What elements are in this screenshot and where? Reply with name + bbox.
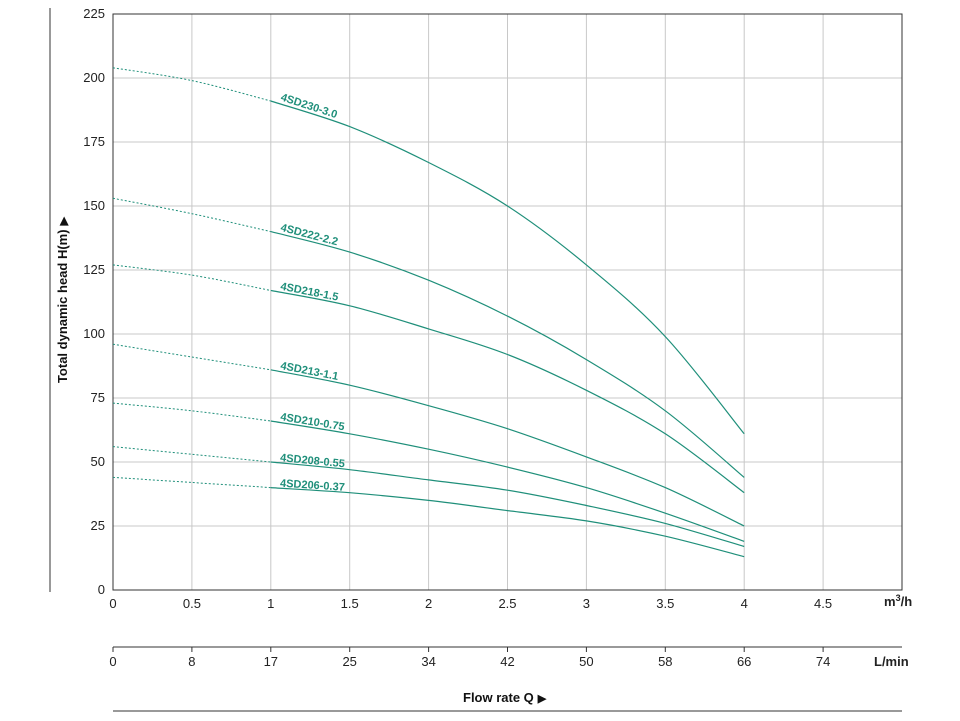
x-axis-unit: m3/h — [884, 593, 912, 609]
series-line — [270, 420, 745, 542]
x-tick-label: 4.5 — [814, 596, 832, 611]
x-tick-label: 3.5 — [656, 596, 674, 611]
x-tick-label: 1 — [267, 596, 274, 611]
x-axis-title: Flow rate Q ▶ — [463, 690, 547, 705]
x2-tick-label: 50 — [579, 654, 593, 669]
x-tick-label: 1.5 — [341, 596, 359, 611]
x2-tick-label: 0 — [109, 654, 116, 669]
series-label: 4SD208-0.55 — [280, 452, 346, 470]
x-axis-title-text: Flow rate Q — [463, 690, 534, 705]
series-label: 4SD218-1.5 — [279, 281, 339, 304]
y-axis-title-text: Total dynamic head H(m) — [55, 229, 70, 383]
x2-tick-label: 34 — [421, 654, 435, 669]
series-line — [270, 231, 745, 478]
x-tick-label: 0.5 — [183, 596, 201, 611]
series-line-dashed — [112, 446, 271, 463]
series-label: 4SD213-1.1 — [279, 360, 339, 383]
series-line — [270, 369, 745, 527]
y-tick-label: 225 — [83, 6, 105, 21]
x2-tick-label: 74 — [816, 654, 830, 669]
x-tick-label: 2 — [425, 596, 432, 611]
y-tick-label: 50 — [91, 454, 105, 469]
x-axis-title-arrow: ▶ — [537, 693, 547, 705]
x-axis-unit-exponent: 3 — [896, 593, 901, 603]
series-line-dashed — [112, 264, 271, 291]
y-tick-label: 0 — [98, 582, 105, 597]
x-axis-unit-tail: /h — [901, 594, 913, 609]
series-label: 4SD222-2.2 — [279, 222, 339, 248]
x-tick-label: 4 — [741, 596, 748, 611]
series-line — [270, 487, 745, 558]
series-label: 4SD206-0.37 — [280, 478, 345, 494]
plot-frame — [112, 13, 903, 591]
x2-axis-ticks: 0 8 17 25 34 42 50 58 66 74 — [109, 647, 830, 669]
x2-tick-label: 58 — [658, 654, 672, 669]
series-line-dashed — [112, 197, 271, 233]
y-tick-label: 100 — [83, 326, 105, 341]
grid — [112, 13, 902, 591]
series-line — [270, 100, 745, 435]
y-tick-label: 125 — [83, 262, 105, 277]
x2-tick-label: 8 — [188, 654, 195, 669]
x-tick-label: 0 — [109, 596, 116, 611]
y-axis-title: Total dynamic head H(m) ▶ — [55, 216, 70, 383]
x2-tick-label: 42 — [500, 654, 514, 669]
series-line-dashed — [112, 67, 271, 102]
x2-tick-label: 17 — [264, 654, 278, 669]
series-line — [270, 289, 745, 494]
series-line-dashed — [112, 402, 271, 422]
y-tick-label: 200 — [83, 70, 105, 85]
series-4SD206-0.37: 4SD206-0.37 — [112, 476, 745, 558]
y-tick-label: 25 — [91, 518, 105, 533]
x-tick-label: 2.5 — [498, 596, 516, 611]
x2-tick-label: 66 — [737, 654, 751, 669]
x2-tick-label: 25 — [342, 654, 356, 669]
series-line — [270, 461, 745, 548]
series-label: 4SD210-0.75 — [279, 411, 345, 433]
y-axis-ticks: 0 25 50 75 100 125 150 175 200 225 — [83, 6, 105, 597]
x-axis-unit-base: m — [884, 594, 896, 609]
series-line-dashed — [112, 476, 271, 489]
x-tick-label: 3 — [583, 596, 590, 611]
y-tick-label: 75 — [91, 390, 105, 405]
x2-axis-unit: L/min — [874, 654, 909, 669]
y-tick-label: 150 — [83, 198, 105, 213]
x-axis-ticks: 0 0.5 1 1.5 2 2.5 3 3.5 4 4.5 — [109, 596, 832, 611]
series-line-dashed — [112, 343, 271, 371]
y-axis-title-arrow: ▶ — [58, 216, 70, 226]
y-tick-label: 175 — [83, 134, 105, 149]
